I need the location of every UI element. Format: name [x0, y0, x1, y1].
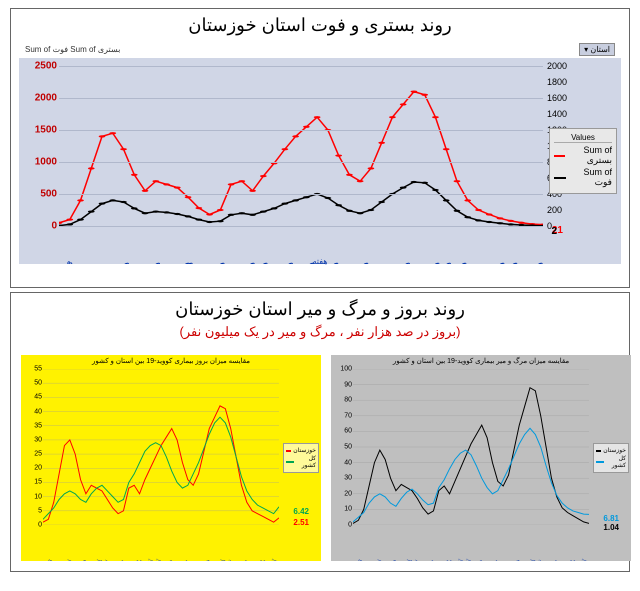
legend-swatch — [554, 155, 565, 157]
small-title: مقایسه میزان مرگ و میر بیماری کووید-19 ب… — [331, 357, 631, 365]
legend-label: Sum of فوت — [569, 167, 612, 188]
legend-item: خوزستان — [286, 447, 316, 454]
x-axis-label: هفته — [313, 257, 328, 266]
small-y-axis: 0510152025303540455055 — [21, 369, 43, 525]
legend-item: خوزستان — [596, 447, 626, 454]
legend-item: Sum of فوت — [554, 167, 612, 188]
mortality-chart: مقایسه میزان مرگ و میر بیماری کووید-19 ب… — [331, 355, 631, 561]
small-y-axis: 0102030405060708090100 — [331, 369, 353, 525]
province-dropdown[interactable]: استان ▾ — [579, 43, 615, 56]
legend-item: Sum of بستری — [554, 145, 612, 166]
small-plot: 1.04 6.81 — [353, 369, 589, 525]
legend-swatch — [286, 461, 294, 463]
legend-label: کل کشور — [606, 455, 626, 469]
end-label: 6.81 — [603, 514, 619, 523]
legend-title: Values — [554, 133, 612, 143]
legend-swatch — [596, 461, 604, 463]
incidence-chart: مقایسه میزان بروز بیماری کووید-19 بین اس… — [21, 355, 321, 561]
small-chart-svg — [43, 369, 279, 525]
small-legend: خوزستان کل کشور — [283, 443, 319, 473]
end-label: 2.51 — [293, 518, 309, 527]
small-legend: خوزستان کل کشور — [593, 443, 629, 473]
top-panel: روند بستری و فوت استان خوزستان Sum of فو… — [10, 8, 630, 288]
legend-item: کل کشور — [286, 455, 316, 469]
y-axis-left: 05001000150020002500 — [19, 66, 59, 226]
legend-item: کل کشور — [596, 455, 626, 469]
end-label: 6.42 — [293, 507, 309, 516]
small-x-axis: 139899 اسفند99 فروردین99 اردیبهشت99 خردا… — [43, 525, 279, 561]
legend-swatch — [554, 177, 566, 179]
small-chart-svg — [353, 369, 589, 525]
legend-label: خوزستان — [293, 447, 316, 454]
legend-label: کل کشور — [296, 455, 316, 469]
legend-label: خوزستان — [603, 447, 626, 454]
small-title: مقایسه میزان بروز بیماری کووید-19 بین اس… — [21, 357, 321, 365]
bottom-subtitle: (بروز در صد هزار نفر ، مرگ و میر در یک م… — [11, 324, 629, 340]
bottom-panel: روند بروز و مرگ و میر استان خوزستان (برو… — [10, 292, 630, 572]
end-label-black: 2 — [551, 226, 557, 237]
top-plot: 21 2 — [59, 66, 543, 226]
top-legend: Values Sum of بستری Sum of فوت — [549, 128, 617, 194]
top-title: روند بستری و فوت استان خوزستان — [11, 9, 629, 42]
top-chart-svg — [59, 66, 543, 226]
top-chart-area: 05001000150020002500 0200400600800100012… — [19, 58, 621, 264]
legend-label: Sum of بستری — [568, 145, 612, 166]
legend-swatch — [286, 450, 291, 452]
small-x-axis: 139899 اسفند99 فروردین99 اردیبهشت99 خردا… — [353, 525, 589, 561]
header-labels: Sum of فوت Sum of بستری — [25, 45, 120, 54]
small-plot: 2.51 6.42 — [43, 369, 279, 525]
bottom-title: روند بروز و مرگ و میر استان خوزستان — [11, 293, 629, 326]
end-label: 1.04 — [603, 523, 619, 532]
legend-swatch — [596, 450, 601, 452]
x-axis: 1398هفته 2 اسفند 98هفته 3 فروردین 99هفته… — [59, 226, 543, 264]
